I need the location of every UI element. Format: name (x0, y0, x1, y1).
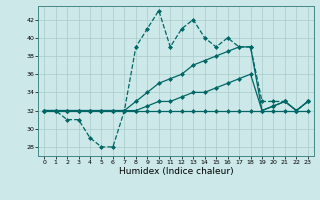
X-axis label: Humidex (Indice chaleur): Humidex (Indice chaleur) (119, 167, 233, 176)
